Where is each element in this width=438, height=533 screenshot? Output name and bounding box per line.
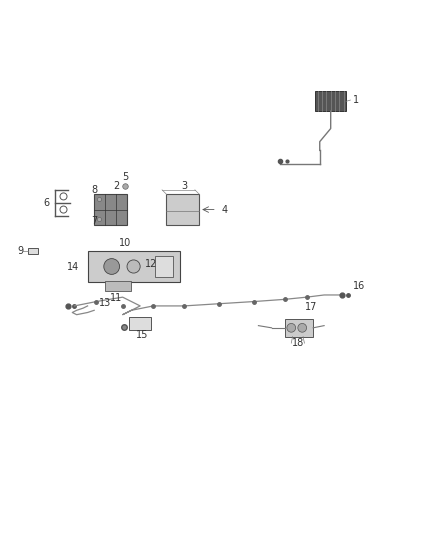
Text: 10: 10 — [119, 238, 131, 248]
Bar — [129, 317, 151, 330]
Circle shape — [298, 324, 307, 332]
Text: 14: 14 — [67, 262, 79, 271]
Text: 12: 12 — [145, 260, 157, 269]
Bar — [155, 255, 173, 278]
Circle shape — [127, 260, 140, 273]
Circle shape — [104, 259, 120, 274]
Text: 8: 8 — [91, 185, 97, 195]
Text: 17: 17 — [305, 302, 317, 312]
Text: 1: 1 — [353, 95, 359, 105]
Bar — [166, 194, 199, 225]
Bar — [94, 194, 127, 225]
Text: 9: 9 — [18, 246, 24, 256]
Text: 3: 3 — [181, 181, 187, 191]
Text: 5: 5 — [122, 172, 128, 182]
Bar — [105, 281, 131, 290]
Bar — [315, 91, 346, 111]
Bar — [88, 251, 180, 282]
Text: 18: 18 — [292, 338, 304, 348]
Bar — [28, 248, 38, 254]
Text: 6: 6 — [43, 198, 49, 208]
Circle shape — [287, 324, 296, 332]
Text: 2: 2 — [113, 181, 119, 191]
Text: 13: 13 — [99, 298, 111, 309]
Text: 15: 15 — [136, 330, 148, 340]
Bar — [285, 319, 313, 336]
Text: 16: 16 — [353, 281, 365, 291]
Text: 7: 7 — [91, 216, 97, 227]
Text: 4: 4 — [221, 205, 227, 215]
Text: 11: 11 — [110, 293, 122, 303]
